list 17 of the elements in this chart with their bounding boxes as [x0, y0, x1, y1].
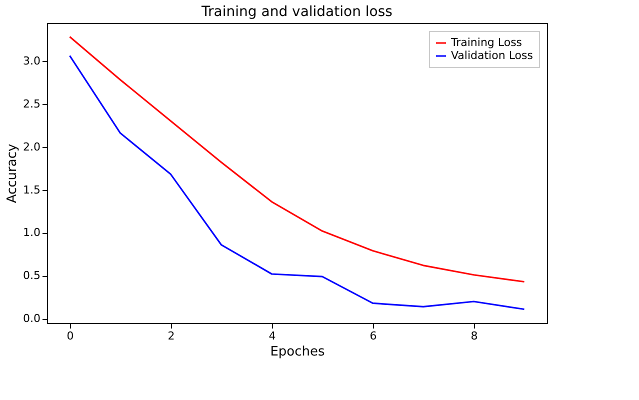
- chart-title: Training and validation loss: [200, 4, 392, 20]
- x-tick-label: 2: [168, 330, 175, 342]
- y-tick-label: 1.5: [23, 183, 40, 196]
- legend-label: Training Loss: [450, 36, 522, 49]
- y-tick-label: 2.5: [23, 97, 40, 110]
- x-tick-label: 0: [66, 330, 74, 342]
- x-axis-title: Epoches: [270, 344, 326, 360]
- x-tick-label: 4: [268, 330, 276, 342]
- y-axis-title: Accuracy: [5, 144, 20, 204]
- y-tick-label: 2.0: [23, 140, 40, 154]
- y-tick-label: 0.5: [23, 269, 40, 282]
- y-tick-label: 1.0: [23, 226, 40, 240]
- y-tick-label: 3.0: [23, 54, 40, 68]
- y-tick-label: 0.0: [23, 312, 40, 326]
- x-tick-label: 6: [370, 330, 377, 342]
- x-tick-label: 8: [470, 330, 478, 342]
- legend-label: Validation Loss: [451, 49, 534, 62]
